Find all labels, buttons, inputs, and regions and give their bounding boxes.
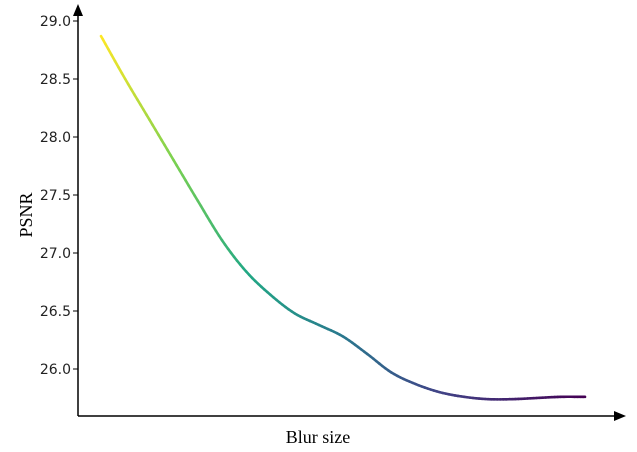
y-axis-label: PSNR (16, 192, 36, 237)
y-tick-label: 29.0 (40, 14, 71, 30)
y-axis-ticks: 29.0 28.5 28.0 27.5 27.0 26.5 26.0 (40, 14, 78, 378)
y-tick-label: 28.0 (40, 130, 71, 146)
psnr-curve (99, 34, 587, 401)
y-axis-arrow-icon (73, 4, 83, 16)
y-tick-label: 28.5 (40, 72, 71, 88)
x-axis-arrow-icon (614, 411, 626, 421)
y-tick-label: 27.5 (40, 188, 71, 204)
y-tick-label: 26.0 (40, 362, 71, 378)
y-tick-label: 26.5 (40, 304, 71, 320)
x-axis-label: Blur size (286, 427, 351, 447)
y-tick-label: 27.0 (40, 246, 71, 262)
